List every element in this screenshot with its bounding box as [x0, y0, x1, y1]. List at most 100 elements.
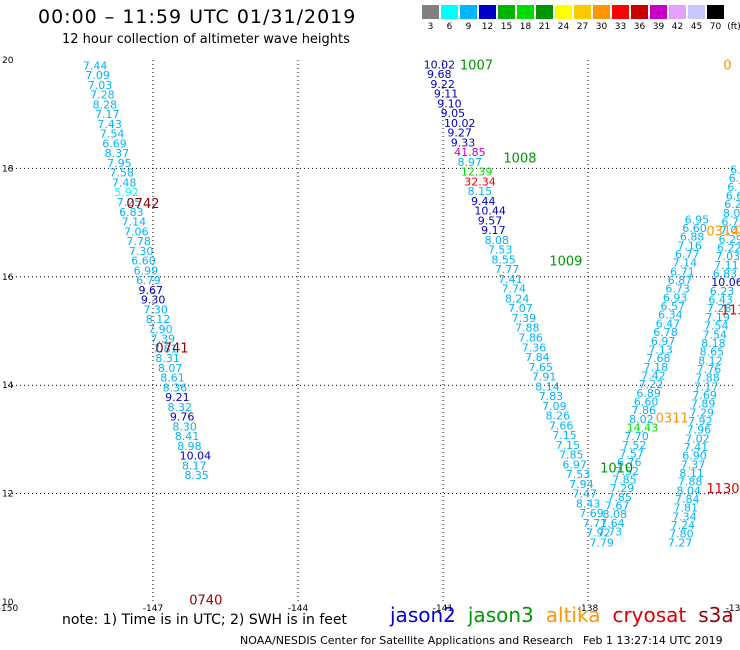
track-1009: 8.087.538.557.777.417.748.247.077.397.88… [485, 234, 614, 549]
color-scale-label: 36 [633, 22, 646, 32]
wave-height-value: 8.41 [175, 430, 200, 443]
color-scale-label: 27 [576, 22, 589, 32]
wave-height-value: 7.89 [691, 398, 716, 411]
wave-height-value: 7.17 [95, 108, 120, 121]
wave-height-value: 7.30 [143, 303, 168, 316]
wave-height-value: 7.09 [542, 400, 567, 413]
wave-height-value: 6.22 [717, 242, 740, 255]
color-swatch [688, 5, 705, 19]
wave-height-value: 8.11 [679, 467, 704, 480]
color-scale-label: 39 [652, 22, 665, 32]
color-scale-label: 70 [709, 22, 722, 32]
wave-height-value: 10.04 [180, 450, 212, 463]
wave-height-value: 7.42 [641, 369, 666, 382]
wave-height-value: 6.60 [131, 255, 156, 268]
color-scale-label: 21 [538, 22, 551, 32]
y-tick-label: 12 [2, 490, 13, 500]
wave-height-value: 6.83 [713, 268, 738, 281]
wave-height-value: 7.15 [556, 439, 581, 452]
wave-height-value: 10.02 [444, 117, 476, 130]
wave-height-value: 7.11 [714, 259, 739, 272]
wave-height-value: 6.99 [134, 264, 159, 277]
pass-label: 1130 [706, 482, 739, 497]
wave-height-value: 8.17 [182, 459, 207, 472]
wave-height-value: 7.84 [675, 493, 700, 506]
wave-height-value: 7.79 [589, 536, 614, 549]
wave-height-value: 6.23 [710, 285, 735, 298]
wave-height-value: 6.76 [617, 456, 642, 469]
wave-height-value: 7.01 [720, 224, 740, 237]
wave-height-value: 6.60 [682, 222, 707, 235]
wave-height-value: 7.39 [512, 312, 536, 325]
color-scale-label: 3 [427, 22, 434, 32]
wave-height-value: 6.69 [102, 137, 127, 150]
wave-height-value: 6.43 [708, 294, 733, 307]
wave-height-value: 7.24 [671, 519, 696, 532]
pass-label: 0741 [155, 341, 188, 356]
wave-height-value: 7.03 [88, 79, 113, 92]
x-tick-label: -141 [433, 604, 453, 614]
wave-height-value: 8.02 [629, 413, 654, 426]
wave-height-value: 7.64 [600, 517, 625, 530]
wave-height-value: 8.37 [105, 147, 129, 160]
wave-height-value: 7.39 [151, 333, 176, 346]
wave-height-value: 8.28 [93, 98, 118, 111]
pass-label: 1008 [503, 152, 536, 167]
x-tick-label: -150 [0, 604, 18, 614]
wave-height-value: 7.69 [692, 389, 717, 402]
pass-label: 0742 [126, 197, 159, 212]
wave-height-value: 7.14 [122, 216, 147, 229]
wave-height-value: 9.76 [170, 411, 195, 424]
altimeter-tracks: 7.447.097.037.288.287.177.437.546.698.37… [83, 58, 740, 549]
wave-height-value: 6.77 [675, 248, 700, 261]
color-swatch [650, 5, 667, 19]
color-scale-label: 6 [446, 22, 453, 32]
wave-height-value: 7.30 [129, 245, 154, 258]
wave-height-value: 7.91 [532, 371, 557, 384]
wave-height-value: 7.68 [646, 352, 671, 365]
wave-height-value: 7.74 [501, 283, 526, 296]
color-swatch [707, 5, 724, 19]
color-scale-label: 18 [519, 22, 532, 32]
wave-height-value: 41.85 [454, 146, 486, 159]
wave-height-value: 7.69 [579, 507, 604, 520]
wave-height-value: 6.29 [724, 198, 740, 211]
y-tick-label: 16 [2, 273, 14, 283]
color-scale-label: 45 [690, 22, 703, 32]
wave-height-value: 9.33 [451, 136, 476, 149]
wave-height-value: 8.32 [168, 401, 193, 414]
wave-height-value: 7.77 [495, 263, 520, 276]
wave-height-value: 7.14 [673, 257, 698, 270]
wave-height-value: 7.57 [619, 447, 644, 460]
legend-jason2: jason2 [390, 603, 456, 627]
pass-labels: 0742 0741 0740 1007 1008 1009 1010 0311 0314 0 113… [126, 58, 740, 608]
pass-label: 0311 [656, 412, 689, 427]
wave-height-value: 9.22 [430, 78, 455, 91]
wave-height-value: 7.03 [716, 250, 740, 263]
wave-height-value: 8.30 [172, 420, 197, 433]
credit-line: NOAA/NESDIS Center for Satellite Applica… [240, 634, 574, 647]
wave-height-value: 8.26 [545, 410, 570, 423]
wave-height-value: 7.07 [508, 302, 533, 315]
wave-height-value: 8.65 [700, 346, 725, 359]
wave-height-value: 8.61 [160, 372, 185, 385]
pass-label: 0 [723, 58, 731, 73]
wave-height-value: 7.86 [632, 404, 657, 417]
color-swatch [536, 5, 553, 19]
color-swatch [517, 5, 534, 19]
wave-height-value: 7.80 [669, 528, 694, 541]
map-subtitle: 12 hour collection of altimeter wave hei… [62, 32, 350, 47]
wave-height-value: 7.36 [522, 341, 547, 354]
wave-height-value: 7.92 [688, 415, 713, 428]
color-swatch [498, 5, 515, 19]
wave-height-value: 9.44 [471, 195, 496, 208]
wave-height-value: 9.68 [427, 68, 452, 81]
pass-label: 1007 [460, 58, 493, 73]
track-1010: 7.737.648.087.677.857.297.857.526.767.57… [598, 213, 710, 538]
wave-height-value: 7.37 [681, 458, 706, 471]
wave-height-value: 7.53 [488, 244, 513, 257]
wave-height-value: 6.71 [670, 265, 695, 278]
color-swatch [631, 5, 648, 19]
wave-height-value: 7.34 [672, 510, 697, 523]
wave-height-value: 9.17 [481, 224, 506, 237]
